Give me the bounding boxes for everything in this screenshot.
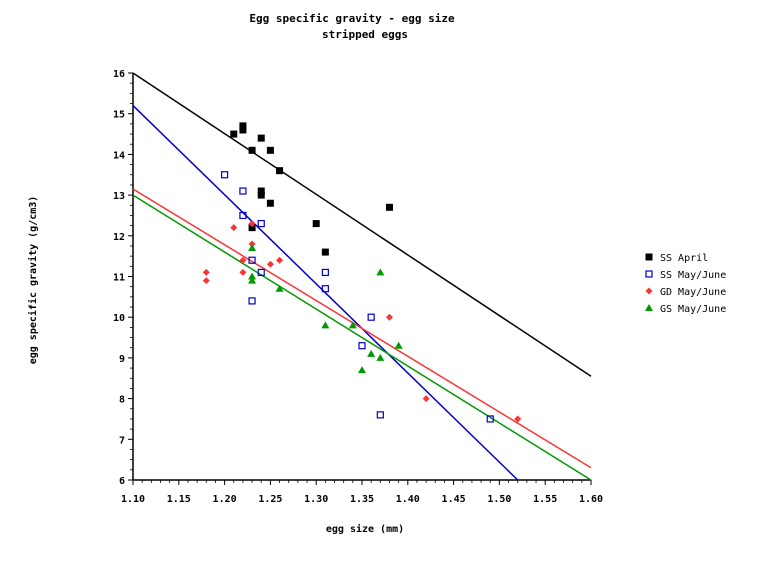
legend-marker [645,253,653,261]
data-point [248,297,256,305]
fit-line [132,105,519,481]
legend-label: SS April [660,253,708,264]
data-point [248,256,256,264]
legend: SS April SS May/June GD May/June GS May/Jun… [645,253,726,315]
legend-label: GD May/June [660,287,726,298]
data-point [394,341,403,349]
x-tick-label: 1.15 [167,494,191,505]
data-point [312,220,320,228]
y-axis-label: egg specific gravity (g/cm3) [27,196,39,365]
data-point [367,349,376,357]
data-point [248,220,256,228]
data-point [230,224,238,232]
y-tick-label: 16 [113,69,125,80]
data-point [321,268,329,277]
data-point [248,146,256,154]
data-point [514,415,522,423]
legend-marker [645,287,653,295]
data-point [358,342,366,350]
data-point [376,268,385,276]
data-point [257,219,265,228]
legend-label: GS May/June [660,304,726,315]
legend-marker [645,304,653,311]
data-point [239,187,247,195]
data-point [248,244,257,252]
data-point [257,191,265,199]
data-point [266,199,274,207]
data-point [367,313,375,321]
x-tick-label: 1.50 [487,494,511,505]
data-point [239,122,247,130]
data-point [221,171,229,179]
data-point [385,203,393,211]
legend-marker [645,270,653,278]
data-point [248,272,257,280]
chart-subtitle: stripped eggs [322,28,408,41]
data-point [486,415,494,423]
data-point [321,285,329,293]
data-point [376,411,384,419]
x-tick-label: 1.60 [579,494,603,505]
data-point [266,146,274,154]
data-points [202,122,522,423]
data-point [348,321,357,329]
data-point [239,126,247,134]
data-point [422,395,430,403]
data-point [202,277,210,285]
x-tick-label: 1.30 [304,494,328,505]
data-point [257,187,265,195]
y-tick-label: 9 [119,354,125,365]
data-point [385,313,393,321]
data-point [321,321,330,329]
data-point [248,224,256,232]
data-point [239,256,247,264]
y-tick-label: 11 [113,273,125,284]
y-tick-label: 6 [119,476,125,487]
legend-label: SS May/June [660,270,726,281]
x-tick-label: 1.10 [121,494,145,505]
x-tick-label: 1.45 [442,494,466,505]
data-point [239,211,247,220]
data-point [202,268,210,276]
fit-lines [132,72,592,481]
x-tick-label: 1.25 [258,494,282,505]
data-point [276,256,284,264]
data-point [248,240,256,248]
fit-line [132,194,592,481]
fit-line [132,188,592,469]
y-tick-label: 13 [113,191,125,202]
data-point [248,276,257,284]
y-tick-label: 10 [113,313,125,324]
y-tick-label: 12 [113,232,125,243]
x-tick-label: 1.35 [350,494,374,505]
data-point [276,167,284,175]
data-point [275,284,284,292]
data-point [230,130,238,138]
chart-title: Egg specific gravity - egg size [249,12,455,25]
y-tick-label: 8 [119,395,125,406]
data-point [376,353,385,361]
y-tick-label: 15 [113,110,125,121]
data-point [321,248,329,256]
x-tick-label: 1.55 [533,494,557,505]
data-point [257,268,265,277]
y-tick-label: 7 [119,435,125,446]
x-tick-label: 1.20 [213,494,237,505]
x-axis-label: egg size (mm) [326,523,404,535]
y-tick-label: 14 [113,150,125,161]
data-point [358,366,366,374]
data-point [266,260,274,268]
data-point [257,134,265,142]
data-point [239,268,247,276]
plot-axes: 6 7 8 9 10 11 12 13 14 15 16 1.10 1.15 1.20 1.25 1.30 1.… [113,69,603,505]
x-tick-label: 1.40 [396,494,420,505]
fit-line [132,72,592,377]
